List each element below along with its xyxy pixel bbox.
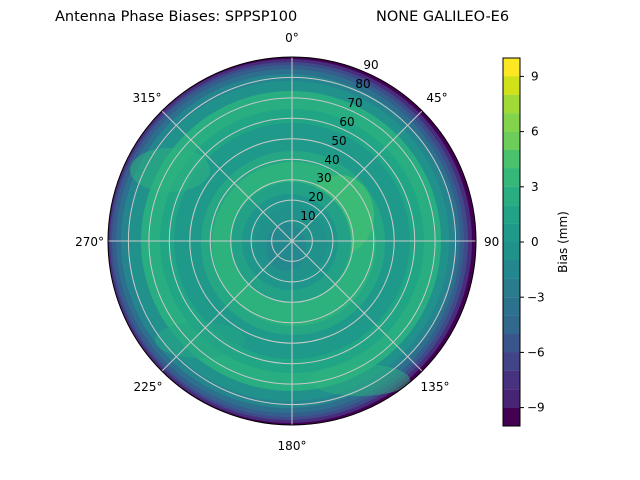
radial-label-20: 20	[308, 190, 323, 204]
polar-grid	[108, 57, 476, 425]
chart-title-right: NONE GALILEO-E6	[376, 9, 510, 25]
angle-label-225: 225°	[134, 380, 163, 394]
angle-label-135: 135°	[421, 380, 450, 394]
colorbar-tick-neg3: −3	[527, 290, 545, 304]
angle-label-90: 90	[484, 235, 499, 249]
radial-label-10: 10	[300, 209, 315, 223]
chart-title-left: Antenna Phase Biases: SPPSP100	[55, 9, 298, 25]
radial-label-80: 80	[355, 77, 370, 91]
colorbar-tick-neg9: −9	[527, 401, 545, 415]
colorbar-tick-neg6: −6	[527, 346, 545, 360]
colorbar-tick-9: 9	[531, 70, 539, 84]
angle-label-45: 45°	[426, 91, 447, 105]
colorbar-tick-3: 3	[531, 180, 539, 194]
colorbar-label: Bias (mm)	[556, 211, 570, 273]
angle-label-315: 315°	[133, 91, 162, 105]
angle-label-180: 180°	[278, 439, 307, 453]
angle-label-0: 0°	[285, 31, 299, 45]
radial-label-30: 30	[316, 171, 331, 185]
radial-label-70: 70	[347, 96, 362, 110]
radial-label-60: 60	[339, 115, 354, 129]
angle-labels: 0° 45° 90 135° 180° 225° 270° 315°	[75, 31, 499, 453]
polar-frame	[107, 56, 477, 426]
radial-label-50: 50	[331, 134, 346, 148]
radial-labels: 10 20 30 40 50 60 70 80 90	[300, 58, 378, 223]
radial-label-40: 40	[324, 153, 339, 167]
colorbar-tick-0: 0	[531, 235, 539, 249]
radial-label-90: 90	[363, 58, 378, 72]
colorbar-tick-6: 6	[531, 125, 539, 139]
angle-label-270: 270°	[75, 235, 104, 249]
colorbar: 9 6 3 0 −3 −6 −9 Bias (mm)	[502, 57, 570, 427]
